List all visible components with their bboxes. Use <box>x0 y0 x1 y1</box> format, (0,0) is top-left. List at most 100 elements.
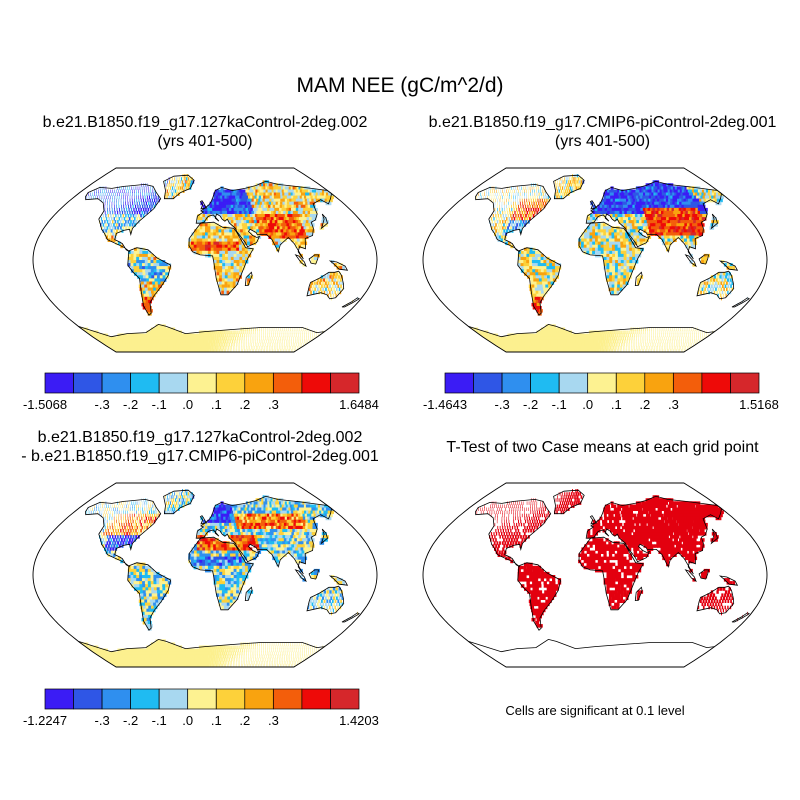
significance-note: Cells are significant at 0.1 level <box>505 703 685 718</box>
coastline-new-zealand <box>731 297 751 308</box>
panel1-title-line2: (yrs 401-500) <box>157 133 253 150</box>
panel2-title-line1: b.e21.B1850.f19_g17.CMIP6-piControl-2deg… <box>428 114 777 131</box>
map-border <box>32 167 378 353</box>
coastline-antarctica <box>78 323 325 338</box>
coastlines <box>78 489 361 653</box>
colorbar-swatch <box>301 688 331 710</box>
coastline-australia <box>696 585 735 615</box>
coastline-new-zealand <box>731 612 751 623</box>
colorbar-swatch <box>73 372 103 394</box>
colorbar-swatch <box>673 372 703 394</box>
colorbar-swatch <box>101 372 131 394</box>
coastline-great-britain <box>199 515 208 525</box>
coastline-eurasia <box>195 180 332 260</box>
colorbar-2: -1.4643 -.3 -.2 -.1 .0 .1 .2 .3 1.5168 <box>423 372 779 412</box>
colorbar-tick-label: -.2 <box>523 397 538 412</box>
coastline-south-america <box>127 562 172 631</box>
colorbar-tick-label: .1 <box>211 713 222 728</box>
coastline-japan <box>710 528 718 545</box>
coastline-borneo <box>698 569 709 580</box>
colorbar-tick-label: .0 <box>182 397 193 412</box>
coastline-borneo <box>308 569 319 580</box>
colorbar-tick-label: .1 <box>211 397 222 412</box>
colorbar-tick-label: .3 <box>668 397 679 412</box>
coastline-antarctica <box>468 323 715 338</box>
map-cells <box>79 489 358 667</box>
coastline-eurasia <box>585 495 722 575</box>
coastline-south-america <box>127 247 172 316</box>
coastline-north-america <box>475 183 552 253</box>
colorbar-swatch <box>44 688 74 710</box>
colorbar-swatch <box>444 372 474 394</box>
coastline-africa <box>188 221 254 296</box>
coastline-australia <box>696 270 735 300</box>
coastline-new-guinea <box>328 575 349 586</box>
coastline-new-guinea <box>718 260 739 271</box>
colorbar-swatch <box>587 372 617 394</box>
colorbar-swatch <box>273 372 303 394</box>
panel2-title: b.e21.B1850.f19_g17.CMIP6-piControl-2deg… <box>405 113 800 151</box>
colorbar-swatch <box>101 688 131 710</box>
colorbar-swatch <box>73 688 103 710</box>
colorbar-3: -1.2247 -.3 -.2 -.1 .0 .1 .2 .3 1.4203 <box>23 688 379 728</box>
coastline-madagascar <box>634 586 643 601</box>
colorbar-swatch <box>701 372 731 394</box>
panel3-title-line1: b.e21.B1850.f19_g17.127kaControl-2deg.00… <box>37 429 363 446</box>
panel4-title: T-Test of two Case means at each grid po… <box>405 438 800 457</box>
colorbar-tick-label: -.3 <box>95 397 110 412</box>
coastlines <box>468 174 751 338</box>
coastline-great-britain <box>589 200 598 210</box>
map-border <box>32 482 378 668</box>
colorbar-swatch <box>330 372 360 394</box>
colorbar-tick-label: -.1 <box>552 397 567 412</box>
colorbar-tick-label: .0 <box>582 397 593 412</box>
colorbar-max-label: 1.5168 <box>739 397 779 412</box>
colorbar-tick-label: .1 <box>611 397 622 412</box>
coastline-japan <box>320 213 328 230</box>
coastline-sumatra <box>294 254 307 268</box>
map-panel-1 <box>32 167 378 353</box>
coastline-japan <box>320 528 328 545</box>
colorbar-tick-label: -.3 <box>95 713 110 728</box>
coastline-north-america <box>85 183 162 253</box>
colorbar-swatch <box>530 372 560 394</box>
map-border <box>422 167 768 353</box>
coastline-australia <box>306 270 345 300</box>
coastline-north-america <box>85 498 162 568</box>
coastline-greenland <box>163 174 195 200</box>
colorbar-swatch <box>730 372 760 394</box>
colorbar-tick-label: -.3 <box>495 397 510 412</box>
colorbar-swatch <box>273 688 303 710</box>
coastline-japan <box>710 213 718 230</box>
coastline-eurasia <box>195 495 332 575</box>
coastline-south-america <box>517 562 562 631</box>
coastline-new-zealand <box>341 612 361 623</box>
colorbar-swatch <box>501 372 531 394</box>
colorbar-min-label: -1.4643 <box>423 397 467 412</box>
colorbar-tick-label: -.2 <box>123 397 138 412</box>
map-cells <box>476 489 748 628</box>
colorbar-max-label: 1.6484 <box>339 397 379 412</box>
colorbar-swatch <box>158 372 189 394</box>
panel4-title-line1: T-Test of two Case means at each grid po… <box>446 439 759 456</box>
colorbar-swatch <box>44 372 74 394</box>
map-cells <box>469 174 748 352</box>
colorbar-tick-label: .2 <box>239 397 250 412</box>
coastline-greenland <box>553 174 585 200</box>
colorbar-swatch <box>187 372 217 394</box>
colorbar-tick-label: .2 <box>639 397 650 412</box>
colorbar-swatch <box>215 688 246 710</box>
coastline-africa <box>578 536 644 611</box>
coastline-sumatra <box>294 569 307 583</box>
colorbar-swatch <box>187 688 217 710</box>
colorbar-swatch <box>330 688 360 710</box>
colorbar-swatch <box>244 372 274 394</box>
colorbar-tick-label: .0 <box>182 713 193 728</box>
coastline-south-america <box>517 247 562 316</box>
coastline-madagascar <box>244 271 253 286</box>
colorbar-max-label: 1.4203 <box>339 713 379 728</box>
panel2-title-line2: (yrs 401-500) <box>554 133 651 150</box>
main-title: MAM NEE (gC/m^2/d) <box>296 74 504 97</box>
colorbar-swatch <box>615 372 646 394</box>
coastlines <box>468 489 751 653</box>
